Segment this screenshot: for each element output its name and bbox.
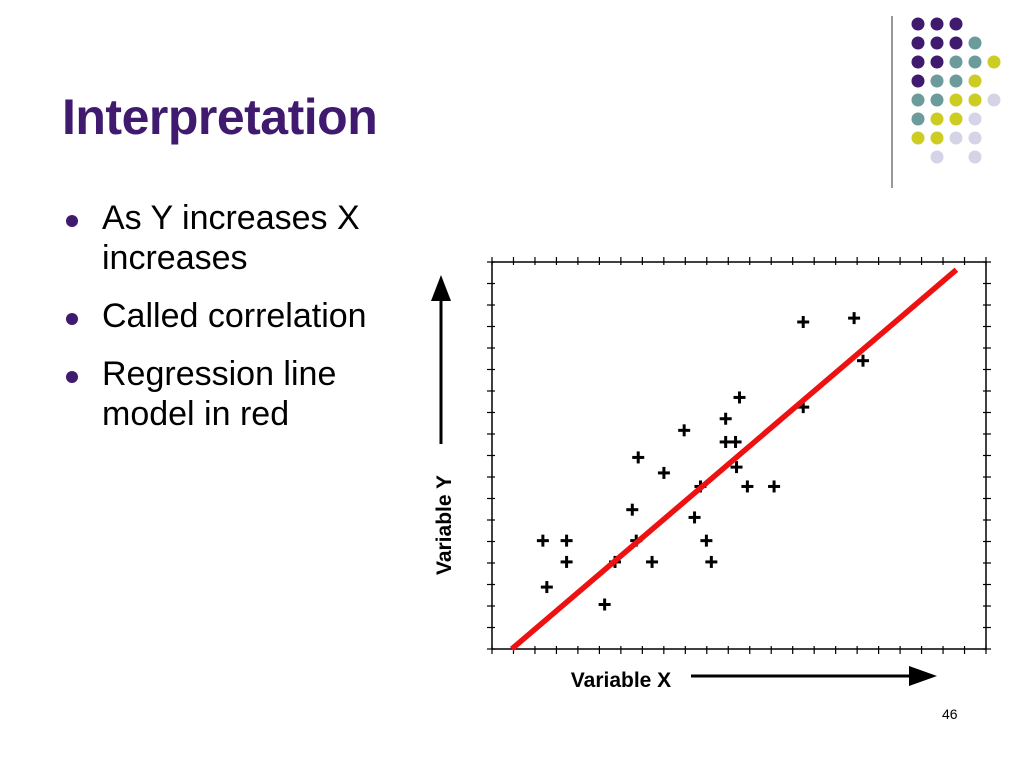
data-point	[700, 534, 713, 547]
decorative-dot	[911, 93, 925, 107]
data-point	[626, 503, 639, 516]
bullet-item: Regression line model in red	[62, 354, 412, 434]
data-point	[560, 555, 573, 568]
decorative-dot	[968, 150, 982, 164]
decorative-dot	[930, 17, 944, 31]
axis-arrows	[431, 275, 937, 686]
data-point	[678, 424, 691, 437]
data-point	[540, 581, 553, 594]
bullet-item: Called correlation	[62, 296, 412, 336]
decorative-dot	[968, 74, 982, 88]
decorative-dot	[911, 55, 925, 69]
data-point	[729, 435, 742, 448]
decorative-dot	[968, 112, 982, 126]
bullet-dot-icon	[66, 215, 78, 227]
regression-line-layer	[509, 267, 959, 652]
data-points	[536, 312, 869, 611]
decorative-dot	[930, 55, 944, 69]
decorative-dot	[968, 36, 982, 50]
decorative-dot	[968, 55, 982, 69]
bullet-text: Regression line model in red	[102, 355, 337, 433]
bullet-list: As Y increases X increases Called correl…	[62, 198, 412, 452]
data-point	[646, 555, 659, 568]
bullet-item: As Y increases X increases	[62, 198, 412, 278]
decorative-dot	[949, 112, 963, 126]
bullet-text: Called correlation	[102, 297, 367, 335]
decorative-dot	[911, 74, 925, 88]
decorative-dot	[949, 36, 963, 50]
data-point	[598, 598, 611, 611]
data-point	[768, 480, 781, 493]
decorative-dot	[930, 131, 944, 145]
data-point	[688, 511, 701, 524]
data-point	[848, 312, 861, 325]
x-axis-arrow-head-icon	[909, 666, 937, 686]
data-point	[856, 354, 869, 367]
decorative-dot	[949, 17, 963, 31]
decorative-dot-grid	[891, 16, 1001, 188]
decorative-dot	[911, 36, 925, 50]
decorative-dot	[911, 17, 925, 31]
data-point	[797, 315, 810, 328]
data-point	[632, 451, 645, 464]
x-axis-label: Variable X	[571, 669, 671, 692]
bullet-text: As Y increases X increases	[102, 199, 360, 277]
data-point	[719, 412, 732, 425]
regression-line	[509, 267, 959, 652]
decorative-dot	[930, 112, 944, 126]
y-axis-arrow-head-icon	[431, 275, 451, 301]
decorative-dot	[949, 55, 963, 69]
decorative-dot	[968, 93, 982, 107]
data-point	[560, 534, 573, 547]
decorative-dot	[930, 150, 944, 164]
decorative-dot	[930, 36, 944, 50]
data-point	[730, 461, 743, 474]
slide-title: Interpretation	[62, 89, 378, 145]
decorative-dot	[987, 55, 1001, 69]
decorative-dot	[987, 93, 1001, 107]
y-axis-label: Variable Y	[433, 475, 456, 575]
scatter-chart: Variable X Variable Y	[431, 257, 991, 692]
data-point	[733, 391, 746, 404]
decorative-dot	[930, 74, 944, 88]
decorative-dot	[911, 131, 925, 145]
data-point	[536, 534, 549, 547]
data-point	[741, 480, 754, 493]
decorative-dot	[949, 74, 963, 88]
axis-ticks	[487, 257, 991, 654]
decorative-dot	[949, 131, 963, 145]
decorative-dot	[949, 93, 963, 107]
bullet-dot-icon	[66, 371, 78, 383]
decorative-dot	[911, 112, 925, 126]
decorative-dot	[968, 131, 982, 145]
slide-number: 46	[942, 706, 958, 722]
data-point	[657, 466, 670, 479]
bullet-dot-icon	[66, 313, 78, 325]
decorative-dot	[930, 93, 944, 107]
data-point	[705, 555, 718, 568]
